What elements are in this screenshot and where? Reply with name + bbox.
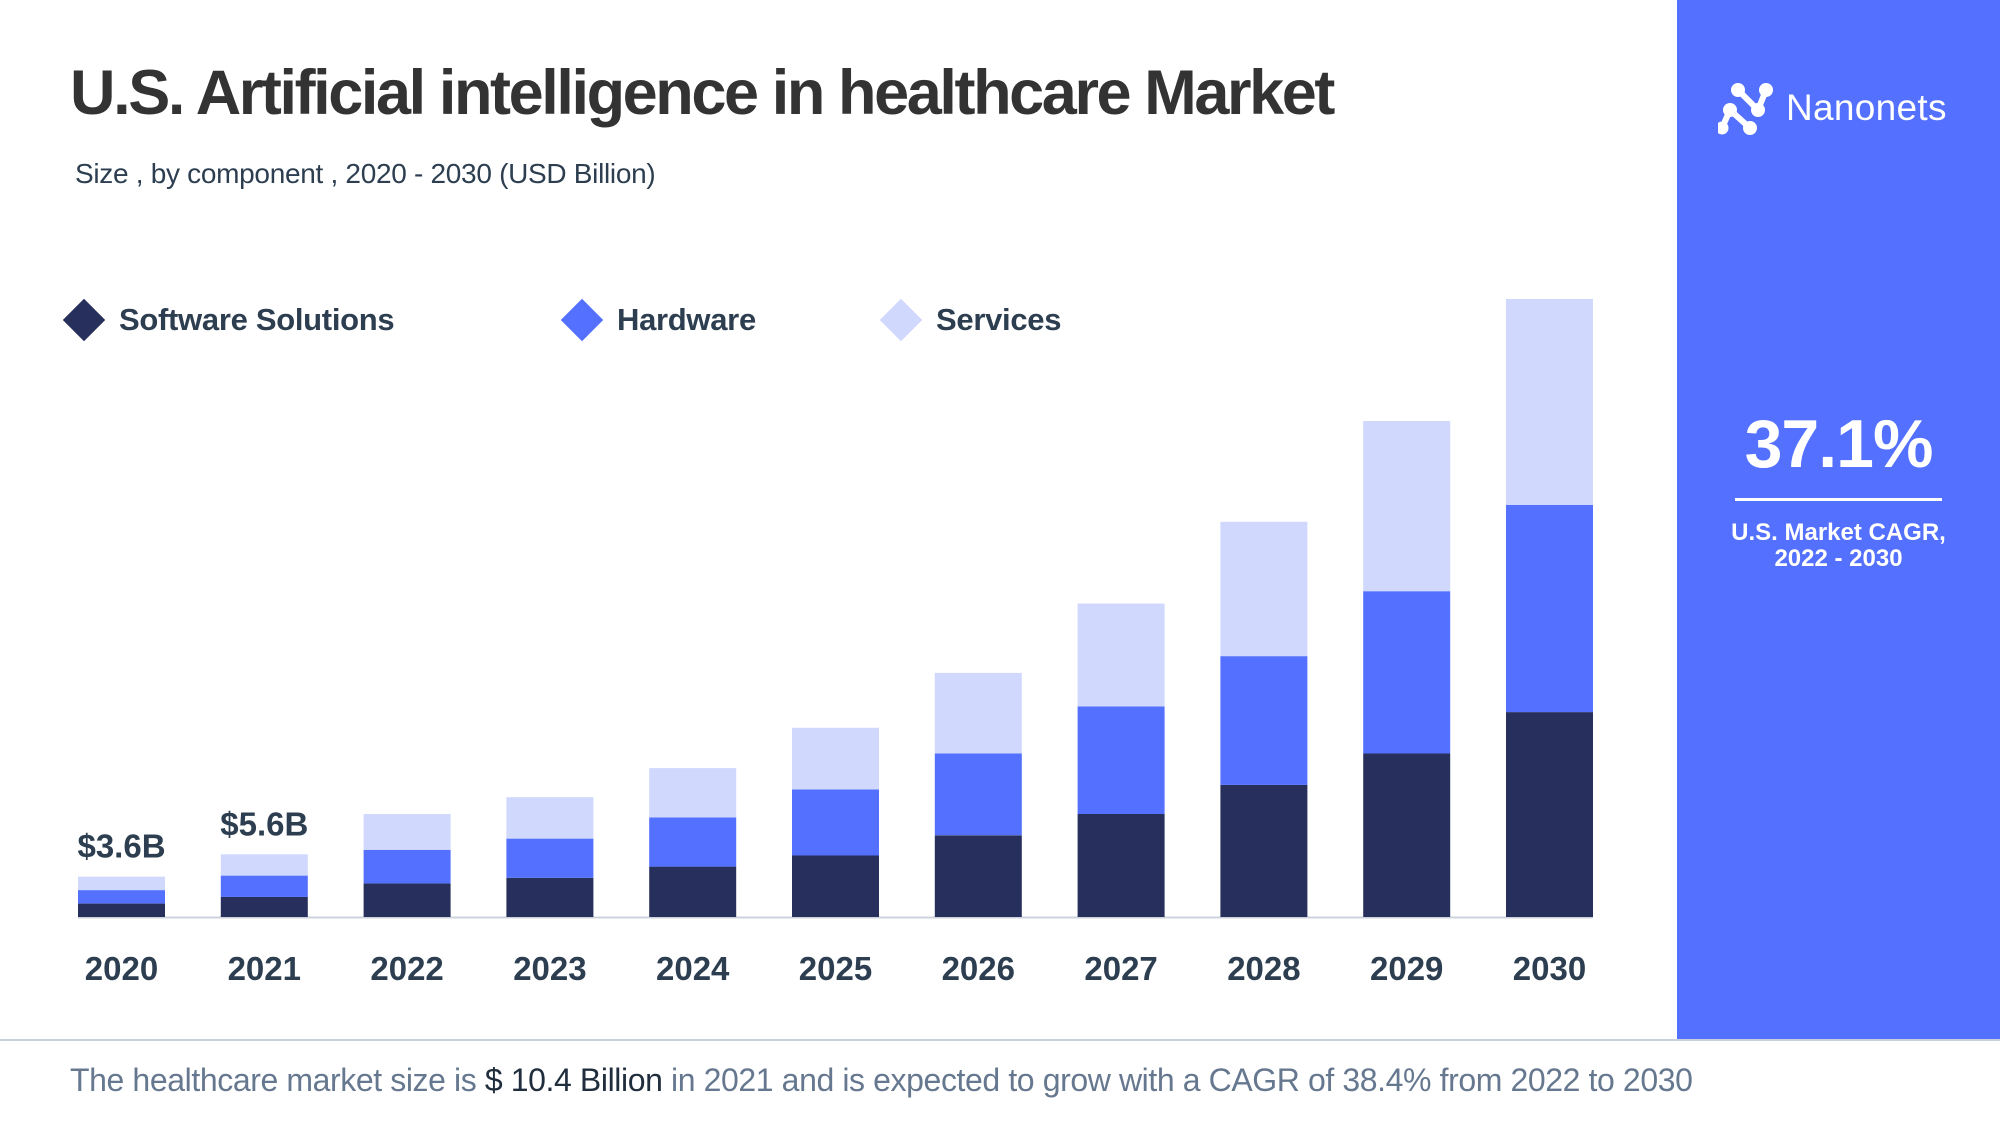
x-tick-label: 2029	[1370, 950, 1443, 987]
bar-segment-software-solutions-2021	[220, 896, 308, 917]
bar-segment-software-solutions-2026	[934, 835, 1022, 917]
x-tick-label: 2030	[1513, 950, 1586, 987]
x-tick-label: 2028	[1227, 950, 1300, 987]
x-tick-label: 2024	[656, 950, 730, 987]
bar-segment-software-solutions-2025	[792, 855, 879, 917]
cagr-value: 37.1%	[1744, 406, 1934, 482]
bar-segment-software-solutions-2023	[506, 877, 594, 917]
x-tick-label: 2020	[85, 950, 158, 987]
bar-segment-software-solutions-2028	[1220, 784, 1308, 917]
nanonets-network-logo-icon	[1718, 83, 1773, 135]
x-tick-label: 2023	[513, 950, 586, 987]
bar-segment-hardware-2026	[934, 753, 1022, 836]
footer-summary: The healthcare market size is $ 10.4 Bil…	[70, 1064, 1693, 1096]
bar-segment-hardware-2023	[506, 838, 594, 878]
x-tick-label: 2021	[228, 950, 301, 987]
stacked-bar-chart: 2020 $3.6B 2021 $5.6B 2022 2023 2024 2025 2026 20…	[77, 299, 1593, 987]
footer-suffix: in 2021 and is expected to grow with a C…	[662, 1062, 1693, 1098]
legend-item-software-solutions: Software Solutions	[62, 298, 395, 342]
x-tick-label: 2022	[370, 950, 443, 987]
bar-segment-hardware-2022	[363, 849, 451, 884]
bar-segment-hardware-2024	[649, 817, 737, 867]
x-tick-label: 2027	[1084, 950, 1157, 987]
cagr-label: U.S. Market CAGR, 2022 - 2030	[1677, 520, 2000, 572]
bar-segment-services-2020	[78, 876, 165, 891]
bar-segment-services-2022	[363, 814, 451, 850]
legend-label: Services	[936, 302, 1062, 337]
x-tick-label: 2026	[942, 950, 1015, 987]
x-tick-label: 2025	[799, 950, 872, 987]
cagr-divider	[1735, 498, 1942, 501]
chart-subtitle: Size , by component , 2020 - 2030 (USD B…	[75, 158, 656, 189]
legend-item-services: Services	[879, 298, 1061, 342]
cagr-label-line2: 2022 - 2030	[1774, 545, 1903, 572]
data-label: $3.6B	[77, 828, 165, 865]
bar-segment-hardware-2030	[1506, 505, 1593, 713]
bar-segment-services-2025	[792, 727, 879, 790]
bar-segment-services-2026	[934, 672, 1022, 754]
bar-segment-hardware-2025	[792, 789, 879, 856]
bar-segment-software-solutions-2024	[649, 866, 737, 917]
bar-segment-services-2029	[1363, 421, 1451, 592]
bar-segment-services-2024	[649, 768, 737, 818]
data-label: $5.6B	[220, 805, 308, 842]
bar-segment-hardware-2021	[220, 875, 308, 897]
chart-title: U.S. Artificial intelligence in healthca…	[70, 58, 1335, 128]
brand-logo: Nanonets	[1718, 80, 1947, 136]
bar-segment-software-solutions-2020	[78, 903, 165, 917]
footer-divider	[0, 1039, 2000, 1041]
bar-segment-hardware-2029	[1363, 591, 1451, 754]
legend-label: Software Solutions	[119, 302, 395, 337]
cagr-label-line1: U.S. Market CAGR,	[1731, 519, 1946, 546]
footer-highlight: $ 10.4 Billion	[484, 1062, 663, 1098]
bar-segment-services-2027	[1077, 603, 1165, 707]
bar-segment-hardware-2028	[1220, 656, 1308, 785]
bar-segment-software-solutions-2022	[363, 883, 451, 917]
bar-segment-services-2030	[1506, 299, 1593, 505]
brand-side-panel	[1677, 0, 2000, 1040]
brand-name: Nanonets	[1786, 87, 1947, 128]
bar-segment-hardware-2020	[78, 890, 165, 904]
bar-segment-software-solutions-2029	[1363, 753, 1451, 917]
bar-segment-software-solutions-2030	[1506, 712, 1593, 917]
bar-segment-services-2021	[220, 854, 308, 876]
legend-label: Hardware	[617, 302, 756, 337]
bar-segment-hardware-2027	[1077, 706, 1165, 814]
bar-segment-software-solutions-2027	[1077, 814, 1165, 917]
footer-prefix: The healthcare market size is	[70, 1062, 485, 1098]
legend-item-hardware: Hardware	[560, 298, 756, 342]
bar-segment-services-2023	[506, 797, 594, 839]
bar-segment-services-2028	[1220, 521, 1308, 657]
